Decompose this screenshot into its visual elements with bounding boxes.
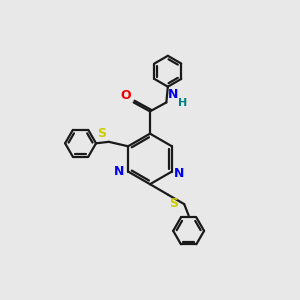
Text: O: O — [121, 88, 131, 102]
Text: N: N — [114, 165, 124, 178]
Text: N: N — [174, 167, 184, 179]
Text: S: S — [169, 197, 178, 210]
Text: N: N — [167, 88, 178, 101]
Text: S: S — [98, 127, 106, 140]
Text: H: H — [178, 98, 187, 108]
